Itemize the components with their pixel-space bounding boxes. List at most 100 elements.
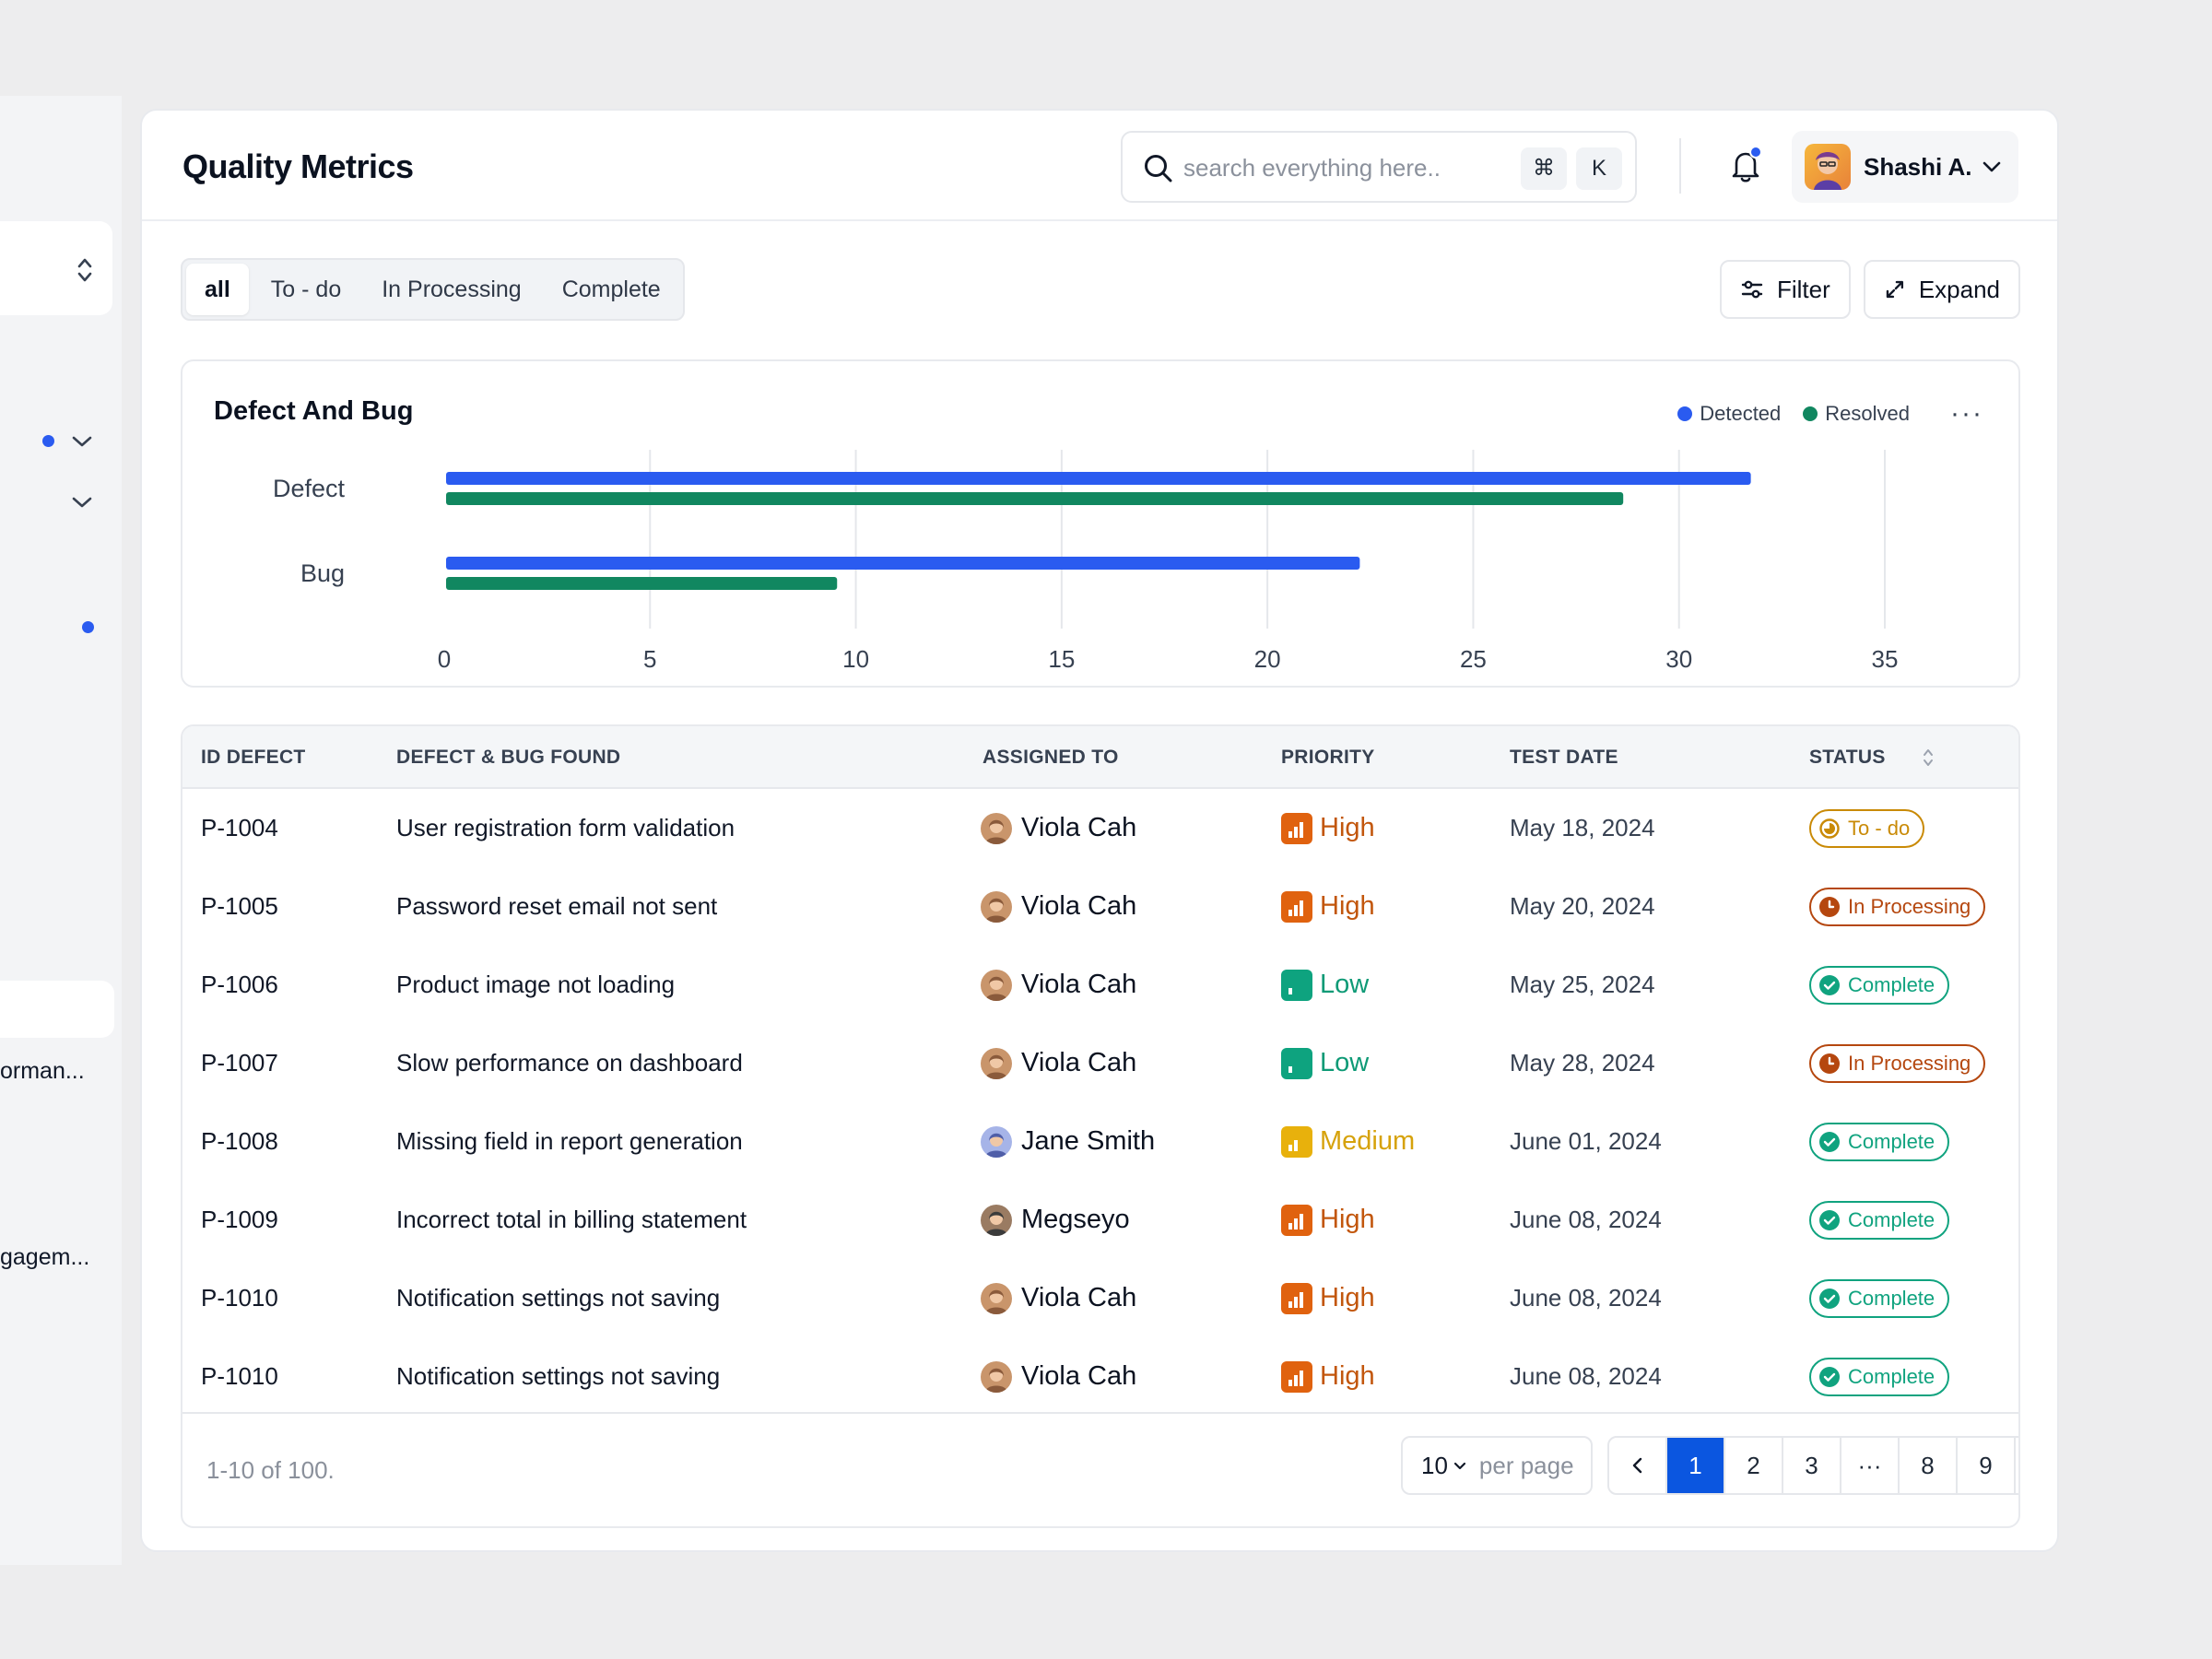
priority-label: High xyxy=(1320,891,1375,921)
bar-detected-bug[interactable] xyxy=(446,557,1360,570)
more-options-icon[interactable]: ··· xyxy=(1950,398,1983,429)
avatar xyxy=(981,890,1012,923)
priority-label: High xyxy=(1320,1205,1375,1234)
status-tabs: all To - do In Processing Complete xyxy=(181,258,685,321)
defects-table: ID DEFECT DEFECT & BUG FOUND ASSIGNED TO… xyxy=(181,724,2020,1528)
assignee[interactable]: Viola Cah xyxy=(981,1024,1136,1102)
status-badge[interactable]: Complete xyxy=(1809,965,1950,1005)
search-input[interactable] xyxy=(1183,149,1506,186)
workspace-select[interactable] xyxy=(0,221,112,315)
defect-id: P-1010 xyxy=(201,1284,278,1312)
main-panel: Quality Metrics ⌘ K Shashi A. all To - d… xyxy=(140,109,2059,1552)
notification-dot xyxy=(82,621,94,633)
priority: Low xyxy=(1281,1024,1369,1102)
test-date: June 01, 2024 xyxy=(1510,1127,1662,1155)
assignee[interactable]: Viola Cah xyxy=(981,1259,1136,1337)
status-cell: To - do xyxy=(1809,789,1925,867)
legend-swatch xyxy=(1677,406,1693,421)
user-name: Shashi A. xyxy=(1864,153,1972,181)
pagination: 1 2 3 ··· 8 9 10 xyxy=(1607,1436,2018,1495)
tab-in-processing[interactable]: In Processing xyxy=(382,276,522,302)
tab-to-do[interactable]: To - do xyxy=(270,276,342,302)
legend-item-resolved: Resolved xyxy=(1803,402,1910,426)
tab-complete[interactable]: Complete xyxy=(561,276,661,302)
status-badge[interactable]: To - do xyxy=(1809,808,1925,848)
per-page-select[interactable]: 10 per page xyxy=(1401,1436,1593,1495)
chart-legend: Detected Resolved xyxy=(1677,402,1910,426)
assignee[interactable]: Viola Cah xyxy=(981,867,1136,946)
status-label: In Processing xyxy=(1848,1051,1971,1075)
column-header-defect: DEFECT & BUG FOUND xyxy=(396,747,621,768)
table-row[interactable]: P-1008 Missing field in report generation… xyxy=(182,1102,2018,1181)
pagination-range: 1-10 of 100. xyxy=(206,1456,335,1484)
column-header-priority: PRIORITY xyxy=(1281,747,1375,768)
assignee[interactable]: Megseyo xyxy=(981,1181,1130,1259)
expand-icon xyxy=(1886,280,1904,299)
status-badge[interactable]: Complete xyxy=(1809,1278,1950,1318)
x-tick-label: 0 xyxy=(438,645,451,673)
assignee[interactable]: Jane Smith xyxy=(981,1102,1155,1181)
bar-resolved-bug[interactable] xyxy=(446,577,838,590)
sidebar-item-label[interactable]: orman... xyxy=(0,1058,85,1084)
filter-label: Filter xyxy=(1777,275,1830,303)
bar-detected-defect[interactable] xyxy=(446,472,1751,485)
sort-icon[interactable] xyxy=(1921,747,1936,769)
status-badge[interactable]: Complete xyxy=(1809,1357,1950,1396)
column-header-status[interactable]: STATUS xyxy=(1809,747,1886,768)
priority-bars-icon xyxy=(1281,812,1312,844)
assignee[interactable]: Viola Cah xyxy=(981,789,1136,867)
x-tick-label: 30 xyxy=(1665,645,1692,673)
table-row[interactable]: P-1004 User registration form validation V… xyxy=(182,789,2018,867)
avatar xyxy=(981,969,1012,1001)
assignee[interactable]: Viola Cah xyxy=(981,1337,1136,1416)
priority-label: Low xyxy=(1320,970,1370,999)
defect-description: Password reset email not sent xyxy=(396,892,718,920)
sidebar-item-label[interactable]: gagem... xyxy=(0,1244,90,1270)
status-badge[interactable]: In Processing xyxy=(1809,887,1986,926)
notifications-button[interactable] xyxy=(1724,144,1768,188)
page-title: Quality Metrics xyxy=(182,147,414,185)
defect-id: P-1005 xyxy=(201,892,278,920)
assignee-name: Jane Smith xyxy=(1021,1126,1156,1156)
status-icon xyxy=(1818,1288,1841,1310)
prev-page-button[interactable] xyxy=(1609,1438,1667,1493)
shortcut-cmd-key: ⌘ xyxy=(1521,147,1567,190)
status-badge[interactable]: In Processing xyxy=(1809,1043,1986,1083)
bar-resolved-defect[interactable] xyxy=(446,492,1624,505)
table-row[interactable]: P-1010 Notification settings not saving Vi… xyxy=(182,1337,2018,1416)
status-cell: Complete xyxy=(1809,1337,1950,1416)
defect-id: P-1008 xyxy=(201,1127,278,1155)
avatar xyxy=(981,1125,1012,1158)
status-badge[interactable]: Complete xyxy=(1809,1200,1950,1240)
shortcut-k-key: K xyxy=(1576,147,1622,190)
table-row[interactable]: P-1007 Slow performance on dashboard Viola… xyxy=(182,1024,2018,1102)
table-row[interactable]: P-1006 Product image not loading Viola Cah… xyxy=(182,946,2018,1024)
tab-all[interactable]: all xyxy=(186,264,249,315)
priority-label: Medium xyxy=(1320,1126,1416,1156)
x-tick-label: 20 xyxy=(1254,645,1281,673)
sliders-icon xyxy=(1741,280,1763,299)
status-icon xyxy=(1818,896,1841,918)
user-menu[interactable]: Shashi A. xyxy=(1792,131,2018,203)
page-button-8[interactable]: 8 xyxy=(1900,1438,1958,1493)
table-row[interactable]: P-1009 Incorrect total in billing stateme… xyxy=(182,1181,2018,1259)
sidebar-active-item[interactable] xyxy=(0,981,114,1038)
page-button-10[interactable]: 10 xyxy=(2016,1438,2018,1493)
search-box[interactable]: ⌘ K xyxy=(1121,131,1637,203)
table-row[interactable]: P-1005 Password reset email not sent Viola… xyxy=(182,867,2018,946)
chevron-down-icon[interactable] xyxy=(70,494,94,511)
page-button-2[interactable]: 2 xyxy=(1725,1438,1783,1493)
y-category-label: Bug xyxy=(300,559,345,587)
expand-button[interactable]: Expand xyxy=(1864,260,2020,319)
page-button-9[interactable]: 9 xyxy=(1958,1438,2016,1493)
filter-button[interactable]: Filter xyxy=(1720,260,1851,319)
page-button-3[interactable]: 3 xyxy=(1783,1438,1841,1493)
table-row[interactable]: P-1010 Notification settings not saving Vi… xyxy=(182,1259,2018,1337)
priority: High xyxy=(1281,1259,1375,1337)
chevron-down-icon[interactable] xyxy=(70,433,94,450)
assignee[interactable]: Viola Cah xyxy=(981,946,1136,1024)
status-icon xyxy=(1818,1209,1841,1231)
status-badge[interactable]: Complete xyxy=(1809,1122,1950,1161)
status-icon xyxy=(1818,1366,1841,1388)
page-button-1[interactable]: 1 xyxy=(1667,1438,1725,1493)
